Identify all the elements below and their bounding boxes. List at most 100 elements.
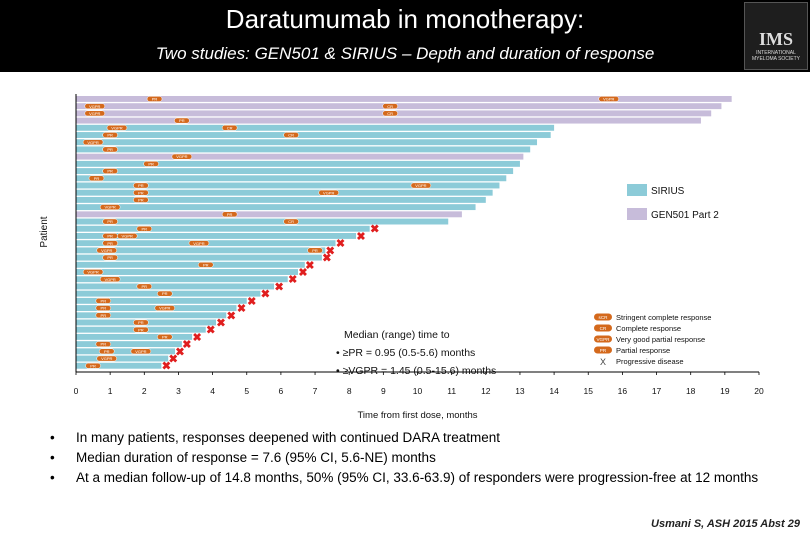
progression-marker: ✖ <box>370 224 379 236</box>
legend-label: SIRIUS <box>651 186 685 197</box>
response-marker <box>136 283 153 290</box>
x-tick-label: 10 <box>413 386 423 396</box>
response-bar <box>76 362 162 369</box>
logo-caption: INTERNATIONAL MYELOMA SOCIETY <box>751 50 801 62</box>
response-bar <box>76 139 538 146</box>
response-code: PR <box>101 342 107 347</box>
header-bar: Daratumumab in monotherapy: Two studies:… <box>0 0 810 72</box>
response-code: VGPR <box>101 356 112 361</box>
x-tick-label: 9 <box>381 386 386 396</box>
response-code: PR <box>138 320 144 325</box>
response-marker <box>188 240 210 247</box>
response-code: PR <box>179 118 185 123</box>
bullet-list: • In many patients, responses deepened wi… <box>50 428 790 488</box>
patient-row: PR ✖ <box>76 296 256 308</box>
response-marker <box>116 233 138 239</box>
progression-marker: ✖ <box>326 245 335 257</box>
response-bar <box>76 254 322 261</box>
bullet-text: Median duration of response = 7.6 (95% C… <box>76 450 436 465</box>
x-tick-label: 13 <box>515 386 525 396</box>
progression-marker: ✖ <box>298 267 307 279</box>
response-bar <box>76 211 462 218</box>
response-code: PR <box>101 306 107 311</box>
response-marker <box>96 247 117 254</box>
response-code: PR <box>107 147 113 152</box>
key-label: Progressive disease <box>616 357 684 366</box>
progression-marker: ✖ <box>356 231 365 243</box>
response-marker <box>85 362 101 369</box>
response-marker <box>133 319 149 326</box>
progression-marker: ✖ <box>261 289 270 301</box>
response-bar <box>76 153 524 160</box>
patient-row: VGPR CR <box>76 103 722 110</box>
key-label: Complete response <box>616 324 681 333</box>
response-code: CR <box>387 104 393 109</box>
key-marker <box>594 346 612 354</box>
progression-marker: ✖ <box>322 253 331 265</box>
response-code: VGPR <box>87 270 98 275</box>
x-tick-label: 7 <box>313 386 318 396</box>
response-bar <box>76 196 486 203</box>
response-marker <box>98 348 115 355</box>
key-marker <box>594 324 612 332</box>
response-marker <box>382 103 398 110</box>
patient-row: PR ✖ <box>76 260 314 272</box>
response-bar <box>76 283 275 290</box>
response-bar <box>76 124 555 131</box>
response-code: PR <box>90 363 96 368</box>
response-marker <box>130 348 152 355</box>
slide-subtitle: Two studies: GEN501 & SIRIUS – Depth and… <box>155 44 655 63</box>
response-code: VGPR <box>193 241 204 246</box>
patient-row: PR ✖ <box>76 310 236 322</box>
x-tick-label: 5 <box>244 386 249 396</box>
response-bar <box>76 182 500 189</box>
response-marker <box>221 124 238 131</box>
patient-row: PR VGPR ✖ <box>76 303 246 315</box>
response-bar <box>76 276 288 283</box>
response-code: PR <box>101 313 107 318</box>
response-code: PR <box>107 169 113 174</box>
patient-row: PR VGPR ✖ <box>76 231 366 243</box>
response-code: PR <box>312 248 318 253</box>
slide-title: Daratumumab in monotherapy: <box>225 4 585 34</box>
y-axis-label: Patient <box>39 216 50 247</box>
response-code: PR <box>142 284 148 289</box>
response-code: PR <box>162 335 168 340</box>
response-code: VGPR <box>176 154 187 159</box>
key-code: CR <box>600 326 607 331</box>
response-marker <box>82 139 104 146</box>
response-marker <box>136 225 153 232</box>
response-code: CR <box>288 133 294 138</box>
response-marker <box>598 96 619 102</box>
patient-row: PR <box>76 175 507 182</box>
response-code: VGPR <box>87 140 98 145</box>
patient-row: PR ✖ <box>76 281 284 293</box>
progression-marker: ✖ <box>175 346 184 358</box>
response-bar <box>76 348 176 355</box>
annotation-text: Median (range) time to <box>344 329 450 341</box>
patient-row: VGPR <box>76 153 524 160</box>
patient-row: VGPR ✖ <box>76 354 178 366</box>
patient-row: PR <box>76 117 701 124</box>
patient-row: VGPR <box>76 139 538 146</box>
x-tick-label: 11 <box>447 386 456 396</box>
response-code: VGPR <box>603 97 614 102</box>
response-marker <box>102 168 118 174</box>
response-bar <box>76 132 551 138</box>
key-marker <box>594 335 612 343</box>
bullet-text: In many patients, responses deepened wit… <box>76 430 501 445</box>
response-bar <box>76 297 247 304</box>
progression-marker: ✖ <box>227 310 236 322</box>
response-marker <box>174 117 190 124</box>
response-marker <box>102 146 118 153</box>
response-bar <box>76 204 476 211</box>
key-label: Very good partial response <box>616 335 705 344</box>
bullet-dot: • <box>50 430 55 445</box>
response-marker <box>307 247 323 254</box>
response-code: PR <box>138 198 144 203</box>
patient-row: PR ✖ <box>76 289 270 301</box>
response-code: PR <box>107 219 113 224</box>
response-marker <box>221 211 238 218</box>
citation: Usmani S, ASH 2015 Abst 29 <box>651 518 800 530</box>
response-bar <box>76 175 507 182</box>
